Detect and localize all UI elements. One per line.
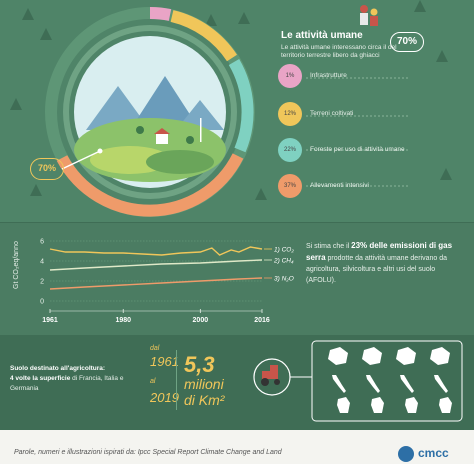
series-label-n2o: 3) N₂O — [274, 276, 294, 283]
livestock-label: Allevamenti intensivi — [310, 182, 369, 189]
y-tick-label: 4 — [40, 259, 44, 266]
ring-cropland — [170, 10, 238, 62]
series-line-n2o — [49, 277, 263, 290]
agriculture-rest: di Francia, Italia e Germania — [10, 375, 124, 392]
land-unit-line2: di Km² — [184, 392, 225, 408]
ring-illustration — [10, 0, 452, 217]
series-label-ch4: 2) CH₄ — [273, 258, 294, 265]
human-activity-percent: 70% — [390, 32, 424, 52]
agriculture-illustration — [253, 340, 463, 422]
forest-percent: 22% — [278, 138, 302, 162]
year-divider — [176, 350, 177, 410]
emissions-text: Si stima che il 23% delle emissioni di g… — [306, 240, 456, 286]
from-year: 1961 — [150, 354, 179, 369]
agriculture-highlight: 4 volte la superficie — [10, 375, 71, 382]
land-use-section: Le attività umane Le attività umane inte… — [0, 0, 474, 222]
cropland-percent: 12% — [278, 102, 302, 126]
from-label: dal — [150, 345, 160, 352]
section-subtitle: Le attività umane interessano circa il d… — [281, 44, 399, 60]
y-tick-label: 2 — [40, 279, 44, 286]
section-divider — [0, 222, 474, 223]
subtitle-lead: Le attività umane interessano circa il — [281, 44, 387, 51]
agriculture-title: Suolo destinato all'agricoltura: — [10, 365, 106, 372]
y-tick-label: 0 — [40, 299, 44, 306]
x-tick-label: 2000 — [193, 317, 209, 324]
footer-credit: Parole, numeri e illustrazioni ispirati … — [14, 449, 282, 456]
ring-forest — [228, 58, 254, 153]
emissions-highlight: 23% delle emissioni di gas serra — [306, 241, 453, 262]
cmcc-logo-icon — [398, 446, 414, 462]
land-unit-line1: milioni — [184, 376, 224, 392]
x-tick-label: 1961 — [42, 317, 58, 324]
cmcc-brand[interactable]: cmcc — [418, 446, 449, 460]
x-tick-label: 1980 — [115, 317, 131, 324]
y-tick-label: 6 — [40, 239, 44, 246]
to-year: 2019 — [150, 390, 179, 405]
agriculture-panel — [0, 335, 474, 430]
section-title: Le attività umane — [281, 30, 363, 41]
emissions-lead: Si stima che il — [306, 243, 350, 250]
ring-infrastructure — [149, 6, 172, 21]
tractor-icon — [261, 365, 280, 386]
agriculture-text: Suolo destinato all'agricoltura: 4 volte… — [10, 364, 140, 394]
series-line-co2 — [49, 246, 263, 256]
series-label-co2: 1) CO₂ — [274, 247, 294, 254]
ring-livestock — [56, 153, 244, 217]
forest-label: Foreste per uso di attività umane — [310, 146, 405, 153]
infrastructure-percent: 1% — [278, 64, 302, 88]
country-map-icons — [328, 347, 452, 413]
tree-icons — [10, 0, 452, 200]
land-value: 5,3 — [184, 352, 215, 377]
x-tick-label: 2016 — [254, 317, 270, 324]
land-unit: milioni di Km² — [184, 376, 224, 408]
infrastructure-label: Infrastrutture — [310, 72, 347, 79]
to-label: al — [150, 378, 156, 385]
series-line-ch4 — [49, 259, 263, 271]
people-icon — [360, 5, 378, 26]
footer — [0, 430, 474, 464]
cropland-label: Terreni coltivati — [310, 110, 354, 117]
ring-percent: 70% — [30, 158, 64, 180]
emissions-rest: prodotte da attività umane derivano da a… — [306, 255, 447, 284]
inner-ring — [63, 25, 237, 199]
pointer-line — [61, 151, 99, 170]
emissions-chart: Gt CO₂eq/anno 0 2 4 6 1961 1980 2000 2016 1) CO₂ 2… — [13, 239, 294, 325]
y-axis-label: Gt CO₂eq/anno — [13, 241, 20, 289]
countries-box — [311, 340, 463, 422]
livestock-percent: 37% — [278, 174, 302, 198]
